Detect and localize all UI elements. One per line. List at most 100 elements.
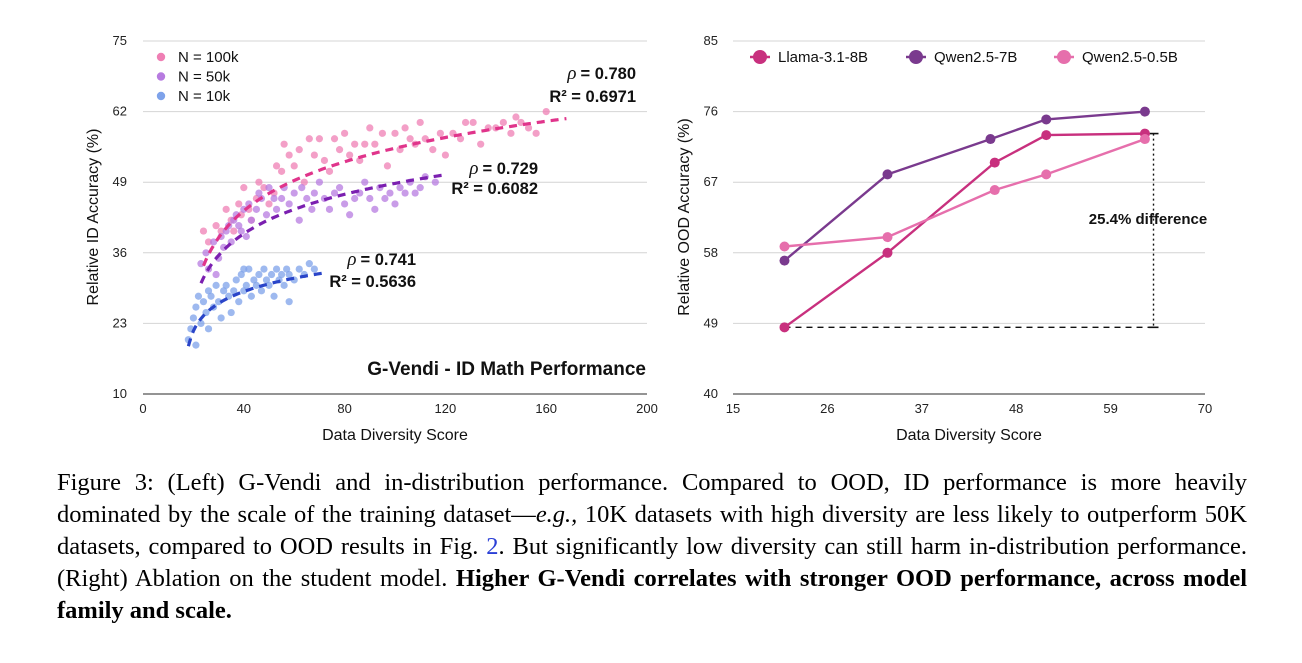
scatter-point (285, 200, 293, 208)
r-squared: R² = 0.5636 (329, 273, 416, 291)
scatter-point (278, 270, 286, 279)
scatter-point (240, 265, 248, 273)
caption-part-3: . But significantly low diversity can st… (57, 533, 1247, 592)
scatter-point (310, 151, 318, 159)
scatter-point (325, 167, 334, 175)
scatter-point (429, 146, 437, 154)
scatter-point (270, 292, 278, 300)
scatter-point (477, 140, 485, 148)
scatter-point (351, 140, 359, 148)
difference-label: 25.4% difference (1089, 211, 1207, 228)
legend-label: Qwen2.5-7B (934, 49, 1017, 66)
scatter-point (507, 129, 515, 137)
right-y-tick-label: 85 (704, 33, 718, 48)
right-y-tick-label: 40 (704, 386, 718, 401)
scatter-point (461, 118, 470, 127)
scatter-point (298, 184, 306, 192)
left-y-tick-labels: 10 23 36 49 62 75 (113, 33, 127, 401)
scatter-point (220, 287, 228, 295)
scatter-point (346, 151, 354, 159)
scatter-point (469, 118, 477, 127)
caption-bold-conclusion: Higher G-Vendi correlates with stronger … (57, 565, 1247, 624)
scatter-point (295, 146, 303, 154)
scatter-point (242, 232, 250, 241)
scatter-point (204, 238, 213, 246)
scatter-point (341, 200, 349, 208)
series-point (882, 247, 893, 258)
caption-figure-ref[interactable]: 2 (486, 533, 499, 560)
scatter-point (366, 194, 374, 203)
series-point (882, 169, 893, 180)
left-scatter-points (184, 108, 550, 349)
legend-label: Qwen2.5-0.5B (1082, 49, 1178, 66)
scatter-point (361, 140, 369, 148)
scatter-point (411, 189, 419, 197)
scatter-point (235, 222, 243, 230)
scatter-point (222, 205, 230, 213)
scatter-point (401, 124, 409, 132)
series-point (1139, 134, 1150, 145)
left-y-tick-label: 23 (113, 315, 127, 330)
right-x-tick-labels: 15 26 37 48 59 70 (726, 401, 1212, 416)
scatter-point (285, 151, 293, 159)
scatter-point (262, 211, 271, 219)
scatter-point (335, 146, 344, 154)
left-y-axis-title: Relative ID Accuracy (%) (85, 129, 102, 306)
right-y-axis-title: Relative OOD Accuracy (%) (676, 118, 693, 315)
scatter-point (272, 205, 281, 213)
right-gridlines (733, 40, 1205, 395)
scatter-point (542, 108, 550, 116)
left-x-tick-label: 0 (139, 401, 146, 416)
left-x-tick-label: 160 (535, 401, 557, 416)
scatter-point (386, 189, 394, 197)
scatter-point (341, 129, 349, 137)
left-y-tick-label: 62 (113, 104, 127, 119)
scatter-point (240, 184, 248, 192)
scatter-point (378, 129, 386, 137)
scatter-point (396, 184, 404, 192)
scatter-point (456, 135, 465, 143)
correlation-rho: ρ = 0.741 (346, 249, 416, 270)
scatter-point (212, 270, 220, 279)
scatter-point (310, 265, 318, 273)
right-y-tick-label: 76 (704, 104, 718, 119)
scatter-point (262, 276, 271, 284)
scatter-point (283, 265, 291, 273)
scatter-point (361, 178, 369, 186)
scatter-point (265, 281, 273, 289)
scatter-point (499, 118, 507, 127)
right-y-tick-label: 49 (704, 315, 718, 330)
series-line (783, 132, 1145, 329)
legend-marker (753, 50, 767, 64)
left-y-tick-label: 10 (113, 386, 127, 401)
scatter-point (401, 189, 409, 197)
trend-line (186, 271, 325, 347)
scatter-point (204, 325, 213, 333)
scatter-point (189, 314, 197, 322)
series-point (989, 157, 1000, 168)
scatter-point (215, 298, 223, 306)
series-point (882, 232, 893, 243)
series-point (985, 134, 996, 145)
scatter-point (199, 227, 208, 235)
scatter-point (260, 184, 268, 192)
scatter-point (517, 118, 525, 127)
scatter-point (351, 194, 359, 203)
left-x-tick-label: 80 (337, 401, 351, 416)
series-point (779, 241, 790, 252)
legend-marker (156, 72, 166, 81)
rho-value: = 0.780 (580, 65, 636, 83)
scatter-point (267, 270, 276, 279)
scatter-point (217, 314, 225, 322)
scatter-point (242, 281, 250, 289)
scatter-point (295, 265, 303, 273)
scatter-point (197, 260, 205, 268)
scatter-point (416, 118, 424, 127)
right-series-lines (779, 106, 1150, 333)
scatter-point (325, 205, 334, 213)
scatter-point (212, 281, 220, 289)
scatter-point (383, 162, 392, 170)
scatter-point (272, 265, 281, 273)
scatter-point (278, 194, 286, 203)
